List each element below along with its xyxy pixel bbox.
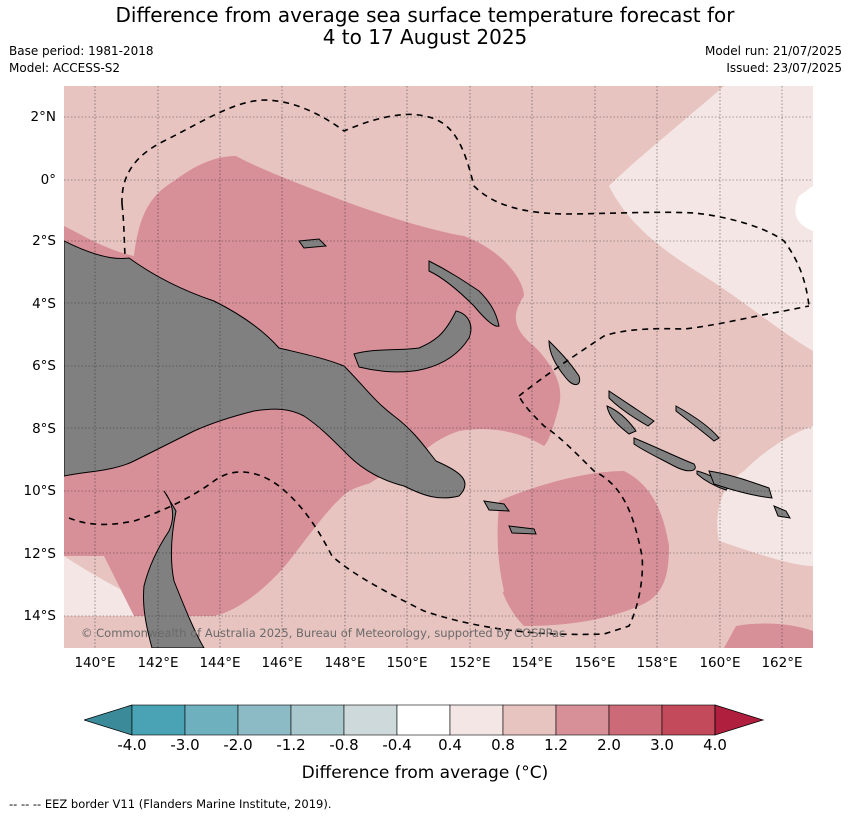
land-santa-isabel <box>608 390 655 427</box>
land-new-ireland <box>428 260 500 327</box>
land-choiseul <box>606 405 637 435</box>
eez-legend-footer: -- -- -- EEZ border V11 (Flanders Marine… <box>9 797 332 811</box>
colorbar-segment <box>661 704 716 736</box>
colorbar <box>84 704 765 736</box>
sst-anomaly-map <box>64 86 813 648</box>
title-line-1: Difference from average sea surface temp… <box>115 3 735 27</box>
colorbar-segment <box>555 704 610 736</box>
colorbar-segment <box>184 704 239 736</box>
map-gridlines <box>64 86 813 648</box>
lon-label: 152°E <box>449 655 491 671</box>
colorbar-tick-label: 0.8 <box>491 736 515 754</box>
colorbar-segment <box>608 704 663 736</box>
anomaly-band-0.4-0.8-southwest <box>64 556 139 616</box>
anomaly-band-1.2-2.0-south <box>495 471 669 626</box>
land-louisiade <box>508 525 537 535</box>
lat-label: 14°S <box>23 608 57 624</box>
lat-label: 4°S <box>32 296 56 312</box>
lon-label: 162°E <box>761 655 803 671</box>
map-title: Difference from average sea surface temp… <box>0 4 850 48</box>
colorbar-tick-label: 2.0 <box>597 736 621 754</box>
lon-label: 140°E <box>74 655 116 671</box>
colorbar-tick-label: 0.4 <box>438 736 462 754</box>
colorbar-segment <box>343 704 398 736</box>
lat-label: 12°S <box>23 546 57 562</box>
lon-label: 156°E <box>574 655 616 671</box>
colorbar-segment <box>396 704 451 736</box>
land-espiritu-santo <box>708 470 773 499</box>
colorbar-tick-label: -2.0 <box>223 736 253 754</box>
lon-label: 154°E <box>511 655 553 671</box>
colorbar-segment <box>131 704 186 736</box>
model-name: Model: ACCESS-S2 <box>9 61 121 75</box>
lon-label: 146°E <box>261 655 303 671</box>
lon-label: 142°E <box>137 655 179 671</box>
eez-border-solomons <box>518 305 810 397</box>
eez-border-png-west <box>121 203 126 257</box>
colorbar-segment <box>449 704 504 736</box>
colorbar-title: Difference from average (°C) <box>301 763 549 783</box>
colorbar-extend-low <box>84 704 133 736</box>
land-new-britain <box>353 310 472 373</box>
colorbar-extend-high <box>714 704 765 736</box>
lat-label: 0° <box>40 172 56 188</box>
colorbar-tick-label: 4.0 <box>703 736 727 754</box>
land-dentrecasteaux <box>483 500 511 512</box>
meta-right: Model run: 21/07/2025 Issued: 23/07/2025 <box>705 43 842 77</box>
issued-date: Issued: 23/07/2025 <box>726 61 842 75</box>
lat-label: 2°N <box>30 109 56 125</box>
eez-border-png-north <box>121 99 810 307</box>
model-run: Model run: 21/07/2025 <box>704 44 842 58</box>
lon-label: 160°E <box>699 655 741 671</box>
land-guadalcanal <box>633 437 696 472</box>
lat-label: 10°S <box>23 483 57 499</box>
anomaly-band-neutral-east <box>795 186 813 231</box>
lon-label: 144°E <box>199 655 241 671</box>
title-line-2: 4 to 17 August 2025 <box>322 25 528 49</box>
land-north-vanuatu-island <box>773 505 791 519</box>
colorbar-segment <box>237 704 292 736</box>
lon-label: 150°E <box>386 655 428 671</box>
land-cape-york <box>143 490 205 648</box>
anomaly-band-1.2-2.0-southeast <box>724 623 813 648</box>
colorbar-tick-label: 3.0 <box>650 736 674 754</box>
colorbar-tick-label: -3.0 <box>170 736 200 754</box>
lon-label: 158°E <box>636 655 678 671</box>
anomaly-band-0.8-1.2-inset <box>214 479 504 648</box>
land-new-guinea <box>64 240 466 499</box>
colorbar-segment <box>502 704 557 736</box>
colorbar-tick-label: 1.2 <box>544 736 568 754</box>
colorbar-tick-label: -1.2 <box>276 736 306 754</box>
base-period: Base period: 1981-2018 <box>9 44 154 58</box>
anomaly-band-0.4-0.8-east <box>609 86 813 351</box>
colorbar-tick-label: -0.4 <box>382 736 412 754</box>
lat-label: 6°S <box>32 358 56 374</box>
lon-label: 148°E <box>324 655 366 671</box>
colorbar-tick-label: -0.8 <box>329 736 359 754</box>
copyright-notice: © Commonwealth of Australia 2025, Bureau… <box>81 626 566 640</box>
eez-border-south <box>68 395 644 636</box>
meta-left: Base period: 1981-2018 Model: ACCESS-S2 <box>9 43 154 77</box>
colorbar-tick-label: -4.0 <box>117 736 147 754</box>
land-malaita <box>675 405 720 442</box>
lat-label: 8°S <box>32 421 56 437</box>
colorbar-segment <box>290 704 345 736</box>
lat-label: 2°S <box>32 233 56 249</box>
